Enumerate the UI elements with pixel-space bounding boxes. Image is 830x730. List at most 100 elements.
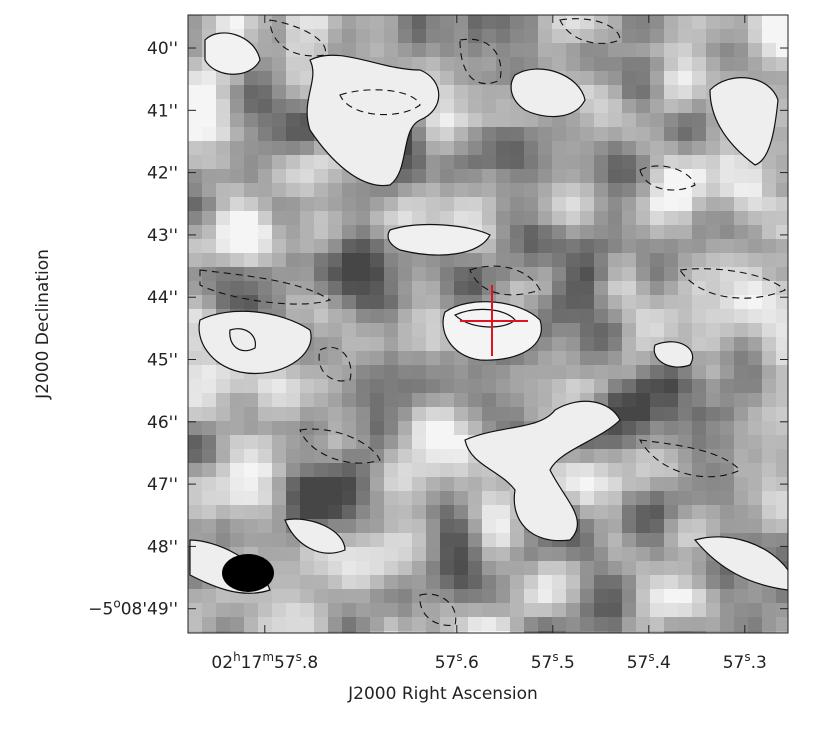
map-pixel — [202, 169, 216, 183]
map-pixel — [622, 603, 636, 617]
map-pixel — [692, 617, 706, 631]
map-pixel — [776, 225, 788, 239]
map-pixel — [734, 393, 748, 407]
map-pixel — [230, 533, 244, 547]
map-pixel — [328, 183, 342, 197]
map-pixel — [622, 169, 636, 183]
map-pixel — [454, 379, 468, 393]
map-pixel — [664, 99, 678, 113]
map-pixel — [650, 463, 664, 477]
map-pixel — [328, 29, 342, 43]
map-pixel — [342, 309, 356, 323]
map-pixel — [342, 617, 356, 631]
map-pixel — [496, 491, 510, 505]
map-pixel — [230, 505, 244, 519]
map-pixel — [244, 169, 258, 183]
map-pixel — [356, 617, 370, 631]
map-pixel — [734, 183, 748, 197]
map-pixel — [216, 435, 230, 449]
map-pixel — [776, 141, 788, 155]
map-pixel — [720, 365, 734, 379]
map-pixel — [286, 225, 300, 239]
map-pixel — [496, 365, 510, 379]
map-pixel — [622, 323, 636, 337]
map-pixel — [566, 225, 580, 239]
map-pixel — [608, 43, 622, 57]
map-pixel — [426, 197, 440, 211]
map-pixel — [622, 533, 636, 547]
map-pixel — [552, 309, 566, 323]
map-pixel — [440, 631, 454, 633]
map-pixel — [566, 575, 580, 589]
map-pixel — [328, 211, 342, 225]
map-pixel — [692, 127, 706, 141]
map-pixel — [440, 267, 454, 281]
map-pixel — [440, 141, 454, 155]
map-pixel — [342, 575, 356, 589]
map-pixel — [384, 477, 398, 491]
map-pixel — [678, 323, 692, 337]
map-pixel — [342, 253, 356, 267]
map-pixel — [594, 85, 608, 99]
map-pixel — [580, 449, 594, 463]
map-pixel — [664, 575, 678, 589]
map-pixel — [412, 435, 426, 449]
map-pixel — [580, 519, 594, 533]
map-pixel — [636, 617, 650, 631]
map-pixel — [370, 477, 384, 491]
map-pixel — [258, 155, 272, 169]
contour — [229, 328, 257, 352]
map-pixel — [468, 533, 482, 547]
map-pixel — [356, 295, 370, 309]
map-pixel — [412, 127, 426, 141]
map-pixel — [216, 631, 230, 633]
map-pixel — [776, 197, 788, 211]
map-pixel — [510, 267, 524, 281]
map-pixel — [776, 533, 788, 547]
map-pixel — [706, 197, 720, 211]
map-pixel — [538, 547, 552, 561]
map-pixel — [244, 631, 258, 633]
map-pixel — [258, 85, 272, 99]
map-pixel — [608, 519, 622, 533]
map-pixel — [664, 533, 678, 547]
map-pixel — [188, 169, 202, 183]
map-pixel — [720, 435, 734, 449]
map-pixel — [580, 71, 594, 85]
map-pixel — [300, 505, 314, 519]
map-pixel — [664, 85, 678, 99]
map-pixel — [482, 155, 496, 169]
map-pixel — [314, 169, 328, 183]
map-pixel — [328, 239, 342, 253]
map-pixel — [538, 239, 552, 253]
map-pixel — [482, 211, 496, 225]
map-pixel — [300, 379, 314, 393]
map-pixel — [496, 253, 510, 267]
map-pixel — [566, 169, 580, 183]
map-pixel — [202, 589, 216, 603]
map-pixel — [720, 57, 734, 71]
map-pixel — [594, 127, 608, 141]
map-pixel — [440, 589, 454, 603]
map-pixel — [538, 267, 552, 281]
map-pixel — [454, 617, 468, 631]
map-pixel — [706, 127, 720, 141]
map-pixel — [734, 505, 748, 519]
map-pixel — [650, 267, 664, 281]
map-pixel — [762, 71, 776, 85]
map-pixel — [496, 141, 510, 155]
map-pixel — [524, 57, 538, 71]
map-pixel — [356, 421, 370, 435]
map-pixel — [440, 253, 454, 267]
map-pixel — [762, 351, 776, 365]
map-pixel — [622, 337, 636, 351]
map-pixel — [706, 29, 720, 43]
map-pixel — [566, 309, 580, 323]
map-pixel — [650, 57, 664, 71]
map-pixel — [552, 155, 566, 169]
map-pixel — [552, 127, 566, 141]
x-axis-title: J2000 Right Ascension — [347, 684, 538, 704]
map-pixel — [706, 519, 720, 533]
map-pixel — [608, 141, 622, 155]
contour — [318, 346, 352, 382]
